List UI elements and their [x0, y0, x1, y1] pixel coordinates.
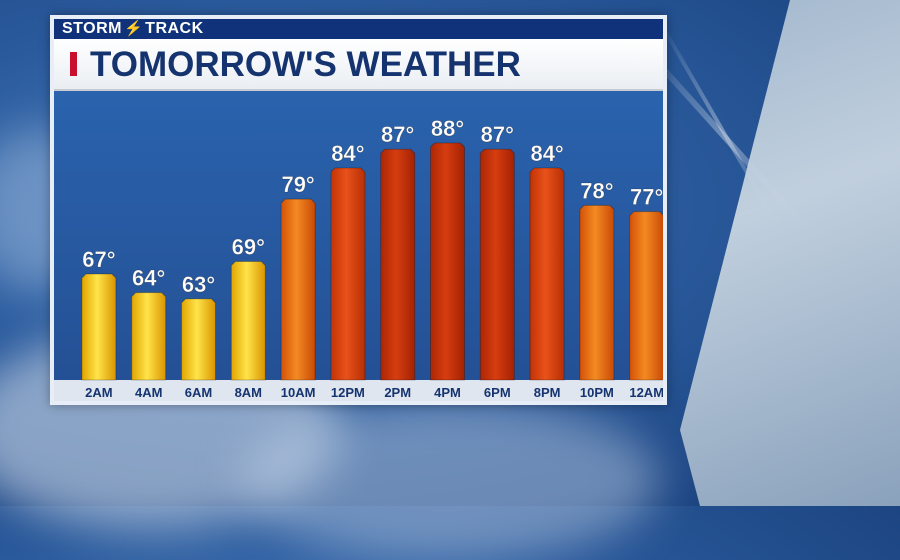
value-label-10pm: 78°: [580, 178, 613, 203]
forecast-panel: STORM ⚡ TRACK TOMORROW'S WEATHER 67° 64° 63°…: [50, 15, 667, 405]
bar-10am: [280, 198, 316, 381]
background-cloud: [240, 400, 660, 560]
tick-label-8am: 8AM: [235, 385, 262, 400]
bar-10pm: [579, 204, 615, 381]
tick-label-12am: 12AM: [629, 385, 663, 400]
value-label-6pm: 87°: [481, 122, 514, 147]
title-accent-bar: [70, 52, 77, 76]
bar-12am: [629, 211, 663, 381]
value-label-10am: 79°: [281, 172, 314, 197]
bar-8pm: [529, 167, 565, 381]
brand-name-left: STORM: [62, 20, 122, 37]
tick-label-4pm: 4PM: [434, 385, 461, 400]
value-label-12am: 77°: [630, 185, 663, 210]
tick-label-10am: 10AM: [281, 385, 316, 400]
bar-6am: [181, 298, 216, 381]
lightning-bolt-icon: ⚡: [123, 20, 144, 37]
value-label-2pm: 87°: [381, 122, 414, 147]
temperature-bar-chart: 67° 64° 63° 69° 79° 84° 87° 88° 87° 84° 78° 77° 2AM…: [54, 116, 663, 401]
value-label-6am: 63°: [182, 272, 215, 297]
bar-8am: [230, 261, 266, 381]
bar-6pm: [479, 148, 515, 381]
bar-4pm: [430, 142, 465, 381]
page-title: TOMORROW'S WEATHER: [90, 45, 521, 84]
tick-label-4am: 4AM: [135, 385, 162, 400]
tick-label-10pm: 10PM: [580, 385, 614, 400]
title-bar: TOMORROW'S WEATHER: [54, 39, 663, 91]
tick-label-6am: 6AM: [185, 385, 212, 400]
bar-12pm: [330, 167, 366, 381]
x-axis-band: [54, 380, 663, 401]
brand-name-right: TRACK: [145, 20, 204, 37]
value-label-2am: 67°: [82, 247, 115, 272]
value-label-12pm: 84°: [331, 141, 364, 166]
value-label-4am: 64°: [132, 266, 165, 291]
value-label-8am: 69°: [232, 235, 265, 260]
tick-label-12pm: 12PM: [331, 385, 365, 400]
tick-label-2am: 2AM: [85, 385, 112, 400]
brand-bar: STORM ⚡ TRACK: [54, 19, 663, 39]
tick-label-8pm: 8PM: [534, 385, 561, 400]
bar-2am: [81, 273, 117, 381]
bar-4am: [131, 292, 167, 381]
value-label-8pm: 84°: [530, 141, 563, 166]
side-panel-decoration: [680, 0, 900, 506]
bar-2pm: [380, 148, 416, 381]
tick-label-2pm: 2PM: [384, 385, 411, 400]
tick-label-6pm: 6PM: [484, 385, 511, 400]
value-label-4pm: 88°: [431, 116, 464, 141]
